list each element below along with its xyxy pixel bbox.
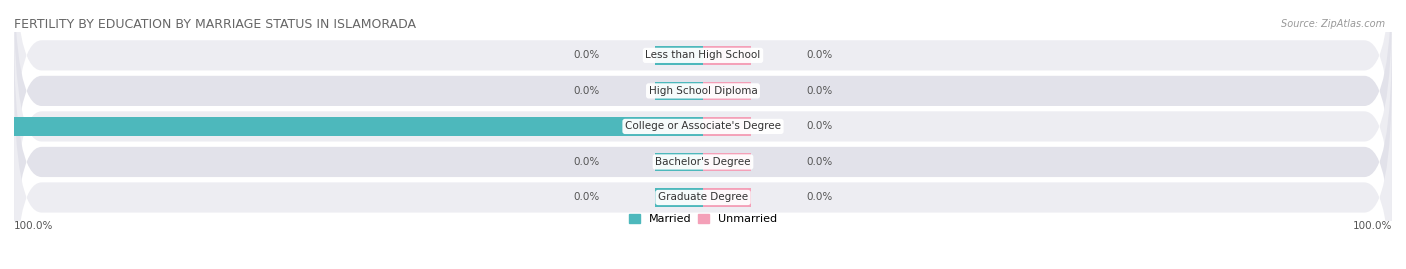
Text: FERTILITY BY EDUCATION BY MARRIAGE STATUS IN ISLAMORADA: FERTILITY BY EDUCATION BY MARRIAGE STATU…	[14, 17, 416, 30]
Text: 0.0%: 0.0%	[807, 50, 832, 60]
FancyBboxPatch shape	[14, 70, 1392, 269]
FancyBboxPatch shape	[14, 35, 1392, 269]
FancyBboxPatch shape	[14, 0, 1392, 182]
Text: 0.0%: 0.0%	[807, 193, 832, 203]
Bar	[703, 46, 751, 65]
FancyBboxPatch shape	[14, 0, 1392, 253]
Bar	[655, 188, 703, 207]
Text: 0.0%: 0.0%	[574, 157, 599, 167]
Text: 0.0%: 0.0%	[574, 50, 599, 60]
Text: Bachelor's Degree: Bachelor's Degree	[655, 157, 751, 167]
Bar	[703, 82, 751, 100]
Bar	[655, 82, 703, 100]
Text: 0.0%: 0.0%	[807, 86, 832, 96]
Text: High School Diploma: High School Diploma	[648, 86, 758, 96]
Text: 100.0%: 100.0%	[1353, 221, 1392, 231]
Text: College or Associate's Degree: College or Associate's Degree	[626, 121, 780, 132]
Bar	[703, 188, 751, 207]
Text: Graduate Degree: Graduate Degree	[658, 193, 748, 203]
Text: Source: ZipAtlas.com: Source: ZipAtlas.com	[1281, 19, 1385, 29]
Legend: Married, Unmarried: Married, Unmarried	[630, 214, 776, 224]
Bar	[703, 153, 751, 171]
Text: 100.0%: 100.0%	[14, 221, 53, 231]
Bar	[655, 46, 703, 65]
Text: 0.0%: 0.0%	[807, 121, 832, 132]
Bar	[14, 117, 703, 136]
Text: 0.0%: 0.0%	[807, 157, 832, 167]
Text: Less than High School: Less than High School	[645, 50, 761, 60]
Text: 0.0%: 0.0%	[574, 86, 599, 96]
Text: 0.0%: 0.0%	[574, 193, 599, 203]
Bar	[703, 117, 751, 136]
FancyBboxPatch shape	[14, 0, 1392, 218]
Bar	[655, 153, 703, 171]
